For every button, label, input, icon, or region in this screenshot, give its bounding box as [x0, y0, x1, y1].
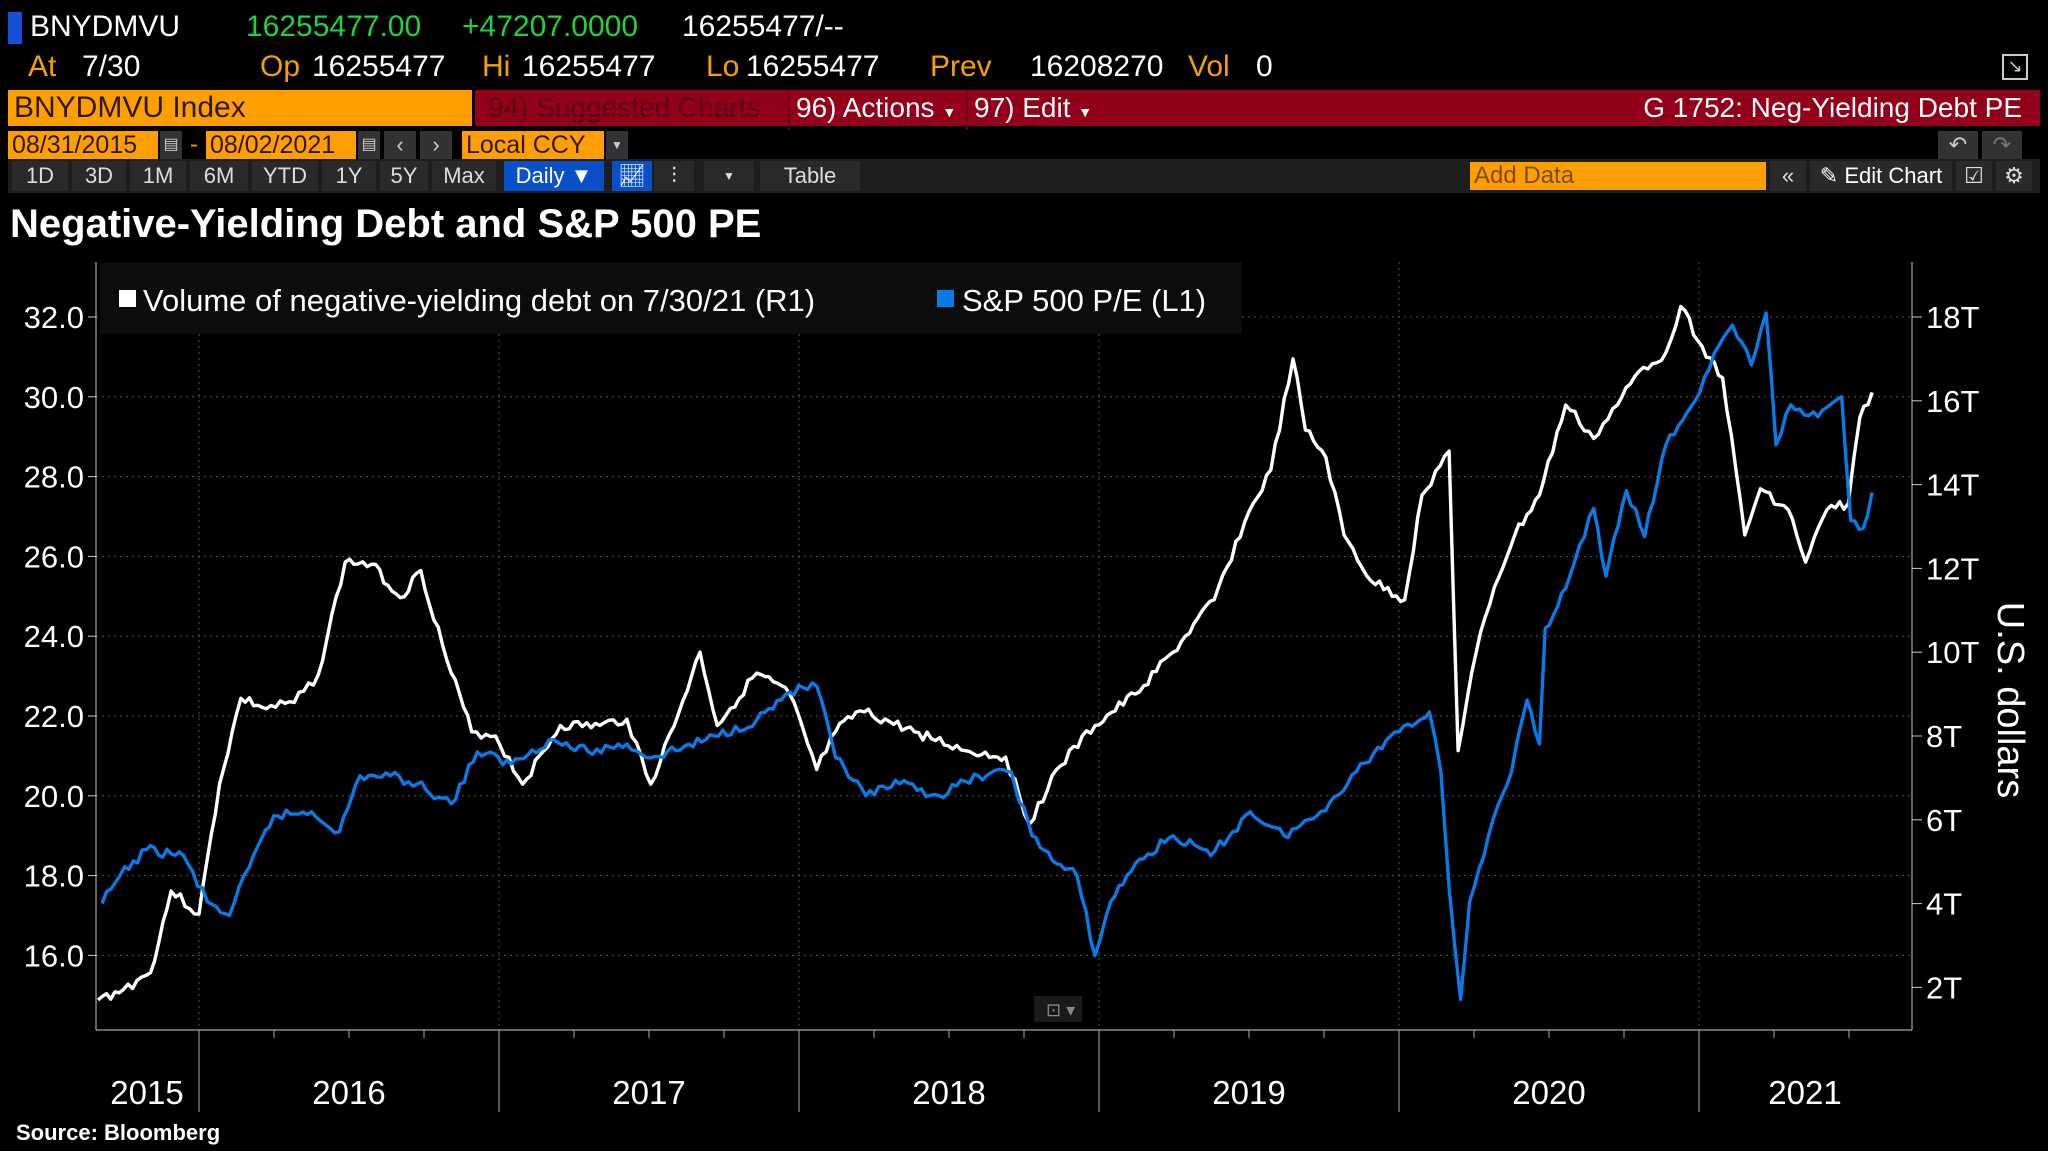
legend-label-sp500-pe[interactable]: S&P 500 P/E (L1)	[962, 283, 1206, 318]
series-line-negative-yielding-debt	[96, 304, 1874, 1002]
dropdown-arrow-icon[interactable]: ▼	[704, 161, 754, 191]
left-tick-label: 22.0	[24, 699, 84, 734]
settings-gear-icon[interactable]: ⚙	[1996, 161, 2032, 191]
legend-swatch-white	[119, 290, 136, 307]
currency-select[interactable]: Local CCY	[462, 131, 604, 159]
left-tick-label: 24.0	[24, 619, 84, 654]
at-label: At	[28, 50, 57, 83]
undo-icon[interactable]: ↶	[1938, 131, 1978, 159]
prev-label: Prev	[930, 50, 992, 83]
right-tick-label: 14T	[1926, 468, 1979, 503]
mini-chart-icon[interactable]: ⊡ ▾	[1046, 1000, 1075, 1020]
legend-box	[100, 262, 1242, 334]
left-tick-label: 28.0	[24, 460, 84, 495]
high-value: 16255477	[522, 50, 656, 83]
security-color-marker	[8, 12, 22, 44]
period-button-ytd[interactable]: YTD	[252, 161, 318, 191]
period-button-1m[interactable]: 1M	[130, 161, 186, 191]
next-period-button[interactable]: ›	[420, 131, 452, 159]
x-tick-label-2016: 2016	[312, 1074, 385, 1111]
x-tick-label-2020: 2020	[1512, 1074, 1585, 1111]
edit-chart-button[interactable]: ✎ Edit Chart	[1810, 161, 1952, 191]
annotate-icon[interactable]: ☑	[1956, 161, 1992, 191]
low-value: 16255477	[746, 50, 880, 83]
dropdown-arrow-icon: ▼	[1078, 104, 1093, 120]
vol-value: 0	[1256, 50, 1273, 83]
redo-icon[interactable]: ↷	[1982, 131, 2022, 159]
right-tick-label: 18T	[1926, 300, 1979, 335]
x-tick-label-2017: 2017	[612, 1074, 685, 1111]
period-button-6m[interactable]: 6M	[190, 161, 248, 191]
chart-type-toggle[interactable]	[1034, 996, 1082, 1022]
date-separator: -	[190, 131, 198, 158]
right-tick-label: 2T	[1926, 970, 1962, 1005]
legend-swatch-blue	[937, 290, 954, 307]
left-tick-label: 20.0	[24, 779, 84, 814]
edit-menu[interactable]: 97) Edit ▼	[966, 90, 1092, 130]
period-button-3d[interactable]: 3D	[72, 161, 126, 191]
bid-ask: 16255477/--	[682, 10, 844, 43]
low-label: Lo	[706, 50, 740, 83]
at-value: 7/30	[82, 50, 141, 83]
right-tick-label: 6T	[1926, 803, 1962, 838]
source-note: Source: Bloomberg	[16, 1120, 220, 1145]
left-tick-label: 32.0	[24, 300, 84, 335]
line-chart-icon[interactable]: 📈︎	[612, 161, 652, 191]
collapse-icon[interactable]: «	[1770, 161, 1806, 191]
left-tick-label: 26.0	[24, 539, 84, 574]
start-date-input[interactable]: 08/31/2015	[8, 131, 158, 159]
left-tick-label: 30.0	[24, 380, 84, 415]
edit-chart-label: Edit Chart	[1844, 163, 1943, 188]
right-tick-label: 12T	[1926, 551, 1979, 586]
dropdown-arrow-icon[interactable]: ▼	[606, 131, 628, 159]
last-price: 16255477.00	[246, 10, 422, 43]
x-tick-label-2021: 2021	[1768, 1074, 1841, 1111]
x-tick-label-2015: 2015	[110, 1074, 183, 1111]
right-tick-label: 8T	[1926, 719, 1962, 754]
chart-id-title: G 1752: Neg-Yielding Debt PE	[1643, 92, 2022, 123]
prev-period-button[interactable]: ‹	[384, 131, 416, 159]
left-tick-label: 18.0	[24, 859, 84, 894]
x-tick-label-2019: 2019	[1212, 1074, 1285, 1111]
actions-menu[interactable]: 96) Actions ▼	[788, 90, 956, 130]
prev-value: 16208270	[1030, 50, 1164, 83]
period-button-5y[interactable]: 5Y	[380, 161, 428, 191]
x-tick-label-2018: 2018	[912, 1074, 985, 1111]
right-tick-label: 10T	[1926, 635, 1979, 670]
suggested-charts-button[interactable]: 94) Suggested Charts	[488, 92, 761, 123]
legend-label-neg-debt[interactable]: Volume of negative-yielding debt on 7/30…	[143, 283, 815, 318]
end-date-input[interactable]: 08/02/2021	[206, 131, 356, 159]
popout-icon[interactable]: ↘	[2002, 54, 2028, 80]
dropdown-arrow-icon: ▼	[942, 104, 957, 120]
actions-label: 96) Actions	[796, 92, 935, 123]
frequency-select[interactable]: Daily ▼	[504, 161, 604, 191]
series-line-sp500-pe	[100, 311, 1874, 1001]
security-input[interactable]: BNYDMVU Index	[8, 90, 472, 126]
calendar-icon[interactable]: ▤	[160, 131, 182, 159]
right-tick-label: 4T	[1926, 887, 1962, 922]
right-tick-label: 16T	[1926, 384, 1979, 419]
edit-label: 97) Edit	[974, 92, 1071, 123]
open-label: Op	[260, 50, 301, 83]
ticker: BNYDMVU	[30, 10, 181, 43]
right-axis-label: U.S. dollars	[1989, 602, 2031, 798]
toolbar-bar	[475, 90, 2040, 126]
table-button[interactable]: Table	[760, 161, 860, 191]
frequency-label: Daily	[515, 163, 565, 188]
bar-chart-icon[interactable]: ⫶	[654, 161, 694, 191]
high-label: Hi	[482, 50, 511, 83]
period-button-1d[interactable]: 1D	[12, 161, 68, 191]
dropdown-arrow-icon: ▼	[570, 163, 593, 188]
net-change: +47207.0000	[462, 10, 639, 43]
calendar-icon[interactable]: ▤	[358, 131, 380, 159]
chart-title: Negative-Yielding Debt and S&P 500 PE	[10, 202, 762, 246]
pencil-icon: ✎	[1819, 163, 1839, 188]
period-button-1y[interactable]: 1Y	[322, 161, 376, 191]
add-data-input[interactable]: Add Data	[1470, 162, 1766, 190]
period-button-max[interactable]: Max	[432, 161, 496, 191]
open-value: 16255477	[312, 50, 446, 83]
vol-label: Vol	[1188, 50, 1230, 83]
left-tick-label: 16.0	[24, 938, 84, 973]
